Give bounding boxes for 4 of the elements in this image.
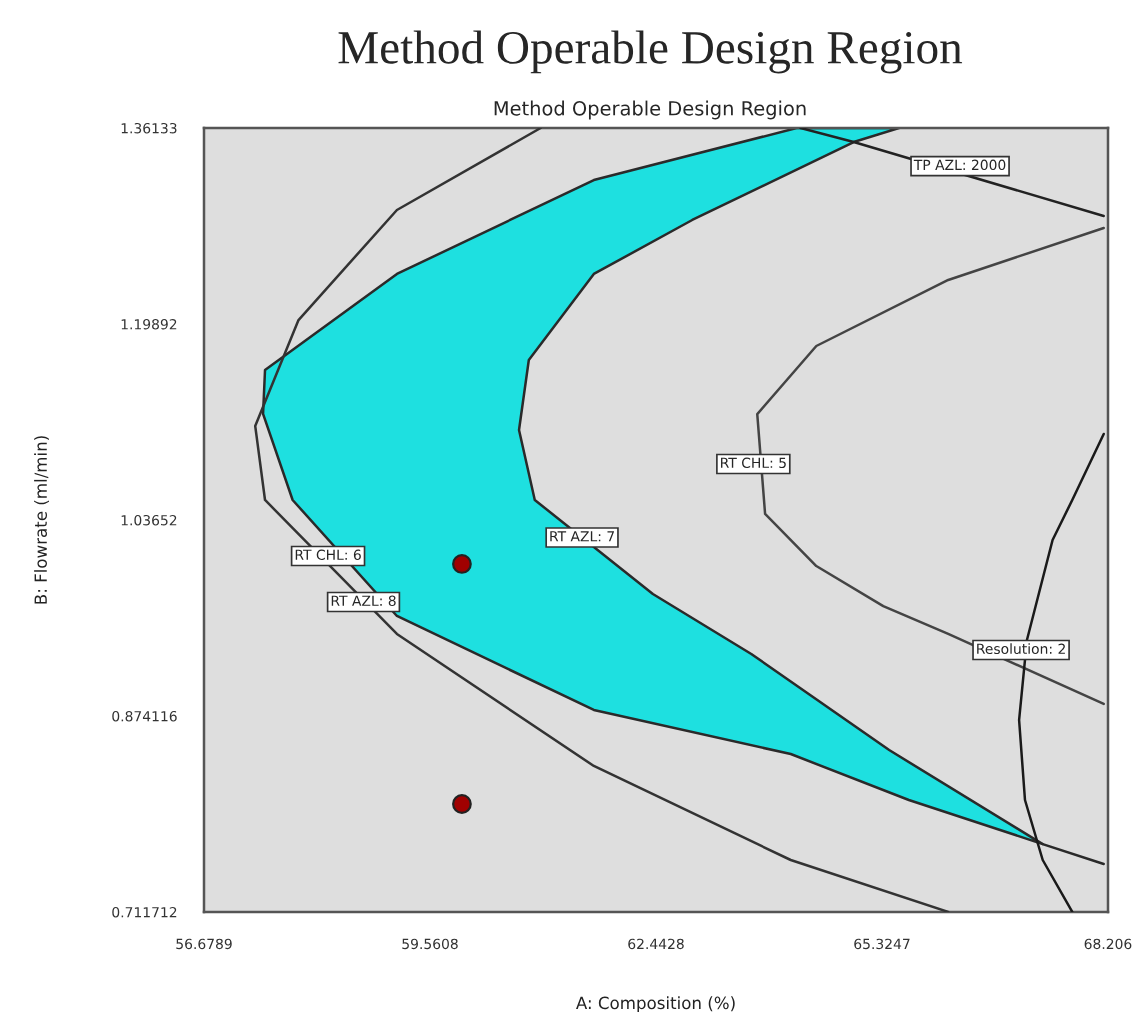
- chart-subtitle: Method Operable Design Region: [494, 100, 806, 120]
- y-axis-title: B: Flowrate (ml/min): [34, 436, 49, 604]
- chart-title: Method Operable Design Region: [338, 30, 963, 74]
- x-axis-title: A: Composition (%): [576, 996, 735, 1012]
